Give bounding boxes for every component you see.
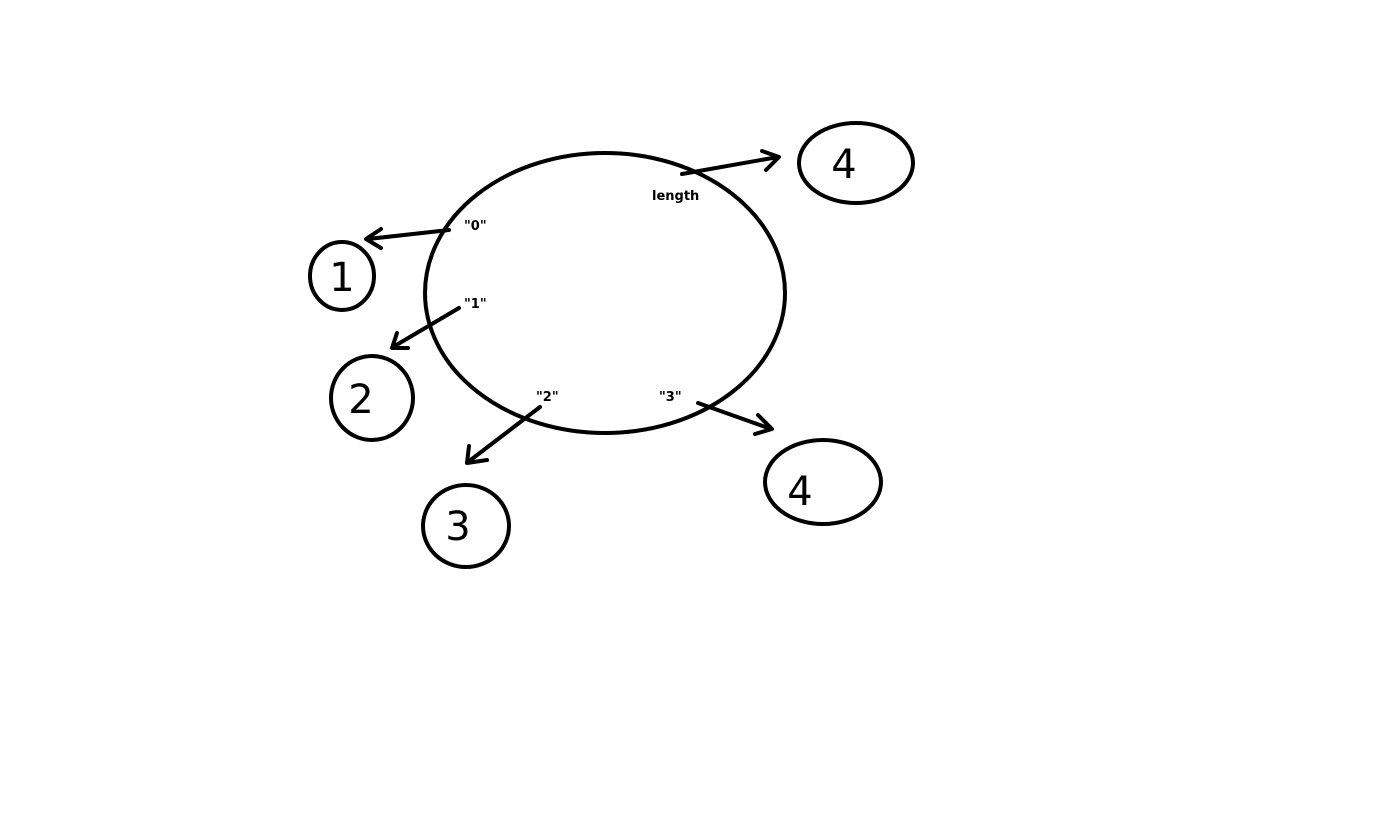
property-key-0: "0" xyxy=(464,219,487,234)
property-length: length 4 xyxy=(652,121,915,205)
property-value-0: 1 xyxy=(329,255,354,301)
object-ellipse xyxy=(423,151,787,435)
property-value-2: 3 xyxy=(445,504,470,550)
value-node-3 xyxy=(763,438,883,526)
property-2: "2" 3 xyxy=(421,390,559,569)
property-key-3: "3" xyxy=(659,390,682,405)
arrow-1 xyxy=(390,306,461,350)
value-node-0 xyxy=(308,240,376,312)
property-value-length: 4 xyxy=(831,142,856,188)
property-key-1: "1" xyxy=(464,297,487,312)
property-1: "1" 2 xyxy=(329,297,487,442)
property-key-2: "2" xyxy=(536,390,559,405)
arrow-2 xyxy=(465,405,542,465)
arrow-length xyxy=(680,149,781,176)
value-node-1 xyxy=(329,354,415,442)
property-value-1: 2 xyxy=(348,377,373,423)
property-0: "0" 1 xyxy=(308,219,487,312)
value-node-2 xyxy=(421,483,511,569)
property-value-3: 4 xyxy=(787,469,812,515)
arrow-3 xyxy=(696,401,774,436)
arrow-0 xyxy=(364,227,451,250)
value-node-length xyxy=(797,121,915,205)
property-3: "3" 4 xyxy=(659,390,883,526)
property-key-length: length xyxy=(652,189,699,204)
